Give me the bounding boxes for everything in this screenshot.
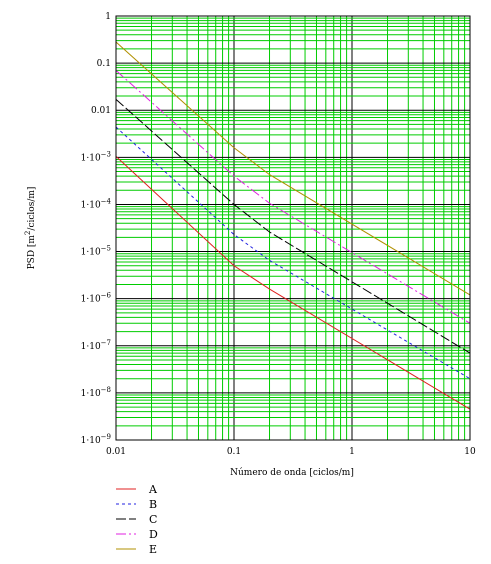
grid-lines <box>115 16 470 441</box>
legend-label-e: E <box>149 543 157 556</box>
legend-label-c: C <box>149 513 157 526</box>
series-line-a <box>115 155 471 410</box>
y-tick-label: 1·10−4 <box>81 197 112 210</box>
tick-labels: 0.01 0.1 1 10 1 0.1 0.01 1·10−3 1·10−4 1·10−5 1·10… <box>81 12 476 457</box>
plot-area <box>116 16 470 440</box>
legend-label-b: B <box>149 498 157 511</box>
x-axis-label: Número de onda [ciclos/m] <box>230 467 354 478</box>
plot-border <box>115 15 471 441</box>
y-tick-label: 1·10−5 <box>81 245 111 258</box>
plot-background <box>116 16 470 440</box>
series-line-c <box>115 98 471 354</box>
x-tick-label: 10 <box>464 447 476 457</box>
y-tick-label: 1·10−9 <box>81 433 111 446</box>
x-tick-label: 0.01 <box>106 447 126 457</box>
legend-label-d: D <box>149 528 158 541</box>
y-tick-label: 0.01 <box>91 106 111 116</box>
series-line-b <box>115 126 471 380</box>
y-axis-label-superscript: 2 <box>24 231 32 235</box>
series-line-d <box>115 70 471 324</box>
x-tick-label: 1 <box>349 447 355 457</box>
series-layer <box>115 41 471 410</box>
y-tick-label: 1·10−8 <box>81 386 111 399</box>
y-tick-label: 1·10−3 <box>81 150 111 163</box>
y-tick-label: 1·10−7 <box>81 339 111 352</box>
x-tick-label: 0.1 <box>227 447 241 457</box>
y-axis-label: PSD [m2/ciclos/m] <box>24 187 37 270</box>
series-line-e <box>115 41 471 296</box>
plot-frame <box>115 15 471 441</box>
y-tick-label: 1·10−6 <box>81 292 112 305</box>
y-axis-label-main: PSD [m <box>27 235 37 270</box>
legend-label-a: A <box>148 483 158 496</box>
y-axis-label-end: /ciclos/m] <box>27 187 37 231</box>
y-tick-label: 1 <box>105 12 111 22</box>
y-tick-label: 0.1 <box>97 59 111 69</box>
